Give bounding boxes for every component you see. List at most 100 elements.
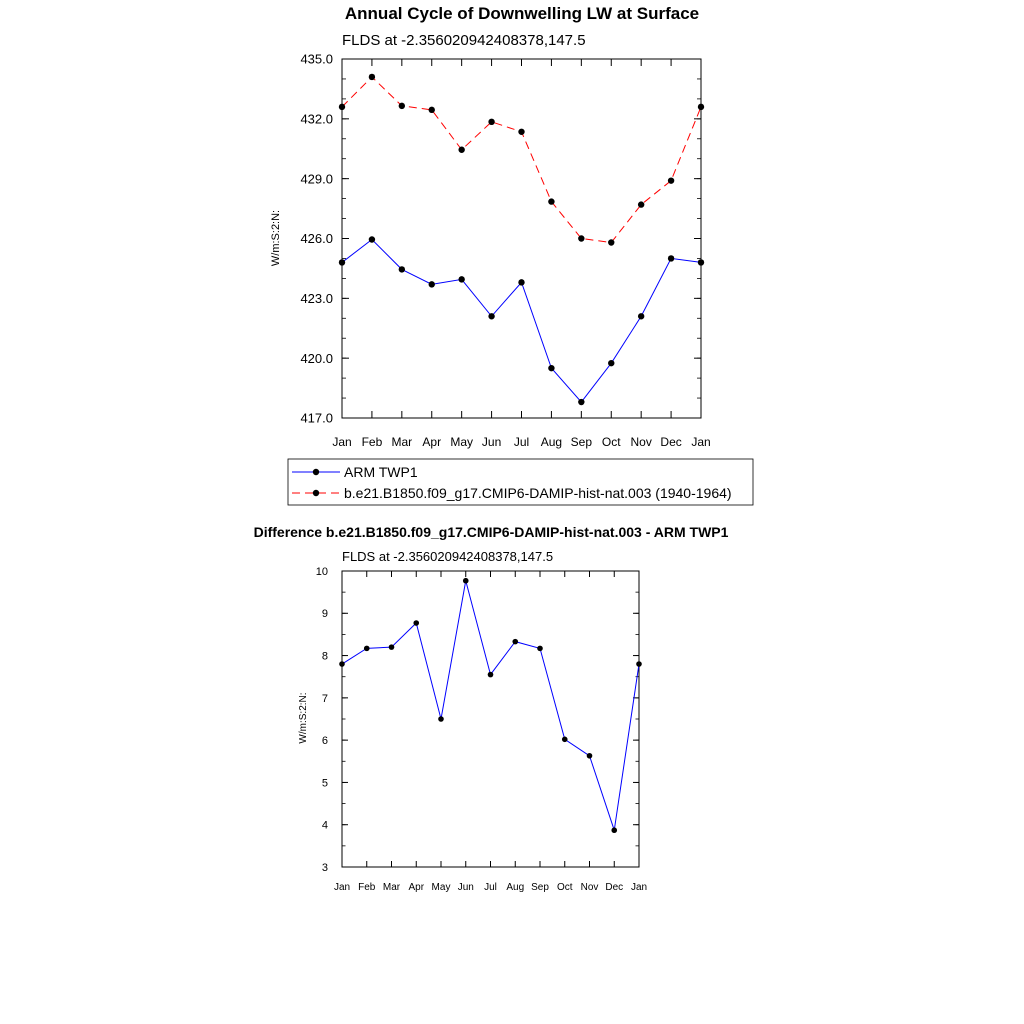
series-line-0 — [341, 238, 702, 403]
bottom-chart-ticks: Jan Feb Mar Apr May Jun Jul Aug Sep Oct Nov Dec Jan 3… — [316, 566, 647, 893]
series-0-point — [458, 276, 465, 283]
series-0-point — [368, 236, 376, 243]
series-0-point — [611, 827, 618, 834]
series-0-point — [697, 259, 705, 266]
x-tick-label: Apr — [408, 882, 424, 893]
x-tick-label: Apr — [422, 435, 441, 449]
x-tick-label: Feb — [358, 882, 376, 893]
series-0-point — [548, 364, 555, 372]
series-0-point — [487, 671, 494, 678]
series-line-1 — [341, 76, 702, 244]
legend: ARM TWP1 b.e21.B1850.f09_g17.CMIP6-DAMIP… — [287, 458, 754, 506]
x-tick-label: Mar — [391, 435, 412, 449]
x-tick-label: Jul — [484, 882, 497, 893]
series-1-point — [548, 198, 555, 205]
series-0-point — [339, 661, 345, 667]
legend-obs-label: ARM TWP1 — [344, 464, 418, 480]
series-0-point — [462, 577, 469, 584]
x-tick-label: Jun — [458, 882, 474, 893]
x-tick-label: May — [450, 435, 473, 449]
series-0-point — [586, 752, 593, 759]
x-tick-label: Dec — [660, 435, 681, 449]
series-0-point — [398, 266, 406, 273]
y-tick-label: 7 — [322, 693, 328, 705]
y-tick-label: 6 — [322, 735, 328, 747]
series-0-point — [667, 255, 675, 262]
series-0-point — [338, 259, 346, 266]
x-tick-label: Oct — [602, 435, 621, 449]
x-tick-label: Aug — [541, 435, 562, 449]
x-tick-label: Dec — [605, 882, 623, 893]
series-1-point — [518, 128, 525, 135]
x-tick-label: Nov — [630, 435, 651, 449]
legend-obs-marker — [312, 468, 320, 476]
series-1-point — [578, 235, 585, 242]
series-0-point — [363, 645, 370, 652]
y-tick-label: 435.0 — [300, 52, 333, 67]
y-tick-label: 420.0 — [300, 351, 333, 366]
y-tick-label: 423.0 — [300, 291, 333, 306]
series-0-point — [518, 279, 525, 286]
x-tick-label: Mar — [383, 882, 401, 893]
x-tick-label: Aug — [506, 882, 524, 893]
y-tick-label: 426.0 — [300, 231, 333, 246]
series-0-point — [608, 359, 615, 367]
y-tick-label: 9 — [322, 608, 328, 620]
top-chart-plot-area — [341, 58, 702, 419]
legend-box — [287, 458, 754, 506]
bottom-chart-ylabel: W/m:S:2:N: — [298, 692, 309, 743]
series-0-point — [488, 313, 495, 320]
series-0-point — [537, 645, 543, 652]
series-0-point — [578, 398, 585, 406]
series-1-point — [458, 146, 465, 153]
series-1-point — [398, 102, 406, 110]
series-0-point — [388, 644, 395, 650]
y-tick-label: 10 — [316, 566, 328, 578]
y-tick-label: 4 — [322, 820, 328, 832]
x-tick-label: Jan — [332, 435, 351, 449]
x-tick-label: Jan — [631, 882, 647, 893]
x-tick-label: May — [432, 882, 451, 893]
series-0-point — [637, 313, 645, 320]
legend-model-label: b.e21.B1850.f09_g17.CMIP6-DAMIP-hist-nat… — [344, 485, 732, 501]
bottom-chart-subtitle: FLDS at -2.356020942408378,147.5 — [342, 549, 553, 564]
bottom-chart-series — [339, 577, 642, 834]
series-0-point — [413, 620, 420, 626]
top-chart-subtitle: FLDS at -2.356020942408378,147.5 — [342, 32, 586, 49]
top-chart-ticks: Jan Feb Mar Apr May Jun Jul Aug Sep Oct Nov Dec Jan 4… — [300, 52, 710, 449]
series-1-point — [338, 103, 346, 111]
x-tick-label: Oct — [557, 882, 573, 893]
series-line-0 — [341, 580, 640, 831]
y-tick-label: 432.0 — [300, 112, 333, 127]
series-0-point — [636, 661, 642, 667]
bottom-chart-plot-area — [341, 570, 640, 868]
top-chart-title: Annual Cycle of Downwelling LW at Surfac… — [345, 4, 699, 23]
y-tick-label: 8 — [322, 651, 328, 663]
series-0-point — [561, 736, 568, 743]
top-chart-ylabel: W/m:S:2:N: — [270, 210, 282, 266]
y-tick-label: 417.0 — [300, 411, 333, 426]
series-1-point — [428, 106, 435, 114]
x-tick-label: Jun — [482, 435, 501, 449]
top-chart-series — [338, 73, 705, 406]
legend-model-marker — [312, 489, 320, 497]
series-0-point — [428, 281, 435, 288]
x-tick-label: Jul — [514, 435, 529, 449]
x-tick-label: Nov — [581, 882, 599, 893]
series-1-point — [697, 103, 705, 111]
y-tick-label: 5 — [322, 777, 328, 789]
bottom-chart-title: Difference b.e21.B1850.f09_g17.CMIP6-DAM… — [254, 524, 729, 540]
series-0-point — [512, 638, 519, 645]
y-tick-label: 3 — [322, 862, 328, 874]
series-1-point — [667, 177, 675, 184]
series-1-point — [637, 201, 645, 208]
x-tick-label: Feb — [362, 435, 383, 449]
x-tick-label: Sep — [571, 435, 593, 449]
series-1-point — [608, 239, 615, 246]
series-1-point — [368, 73, 376, 81]
series-1-point — [488, 118, 495, 126]
x-tick-label: Jan — [691, 435, 710, 449]
x-tick-label: Sep — [531, 882, 549, 893]
series-0-point — [438, 716, 444, 722]
